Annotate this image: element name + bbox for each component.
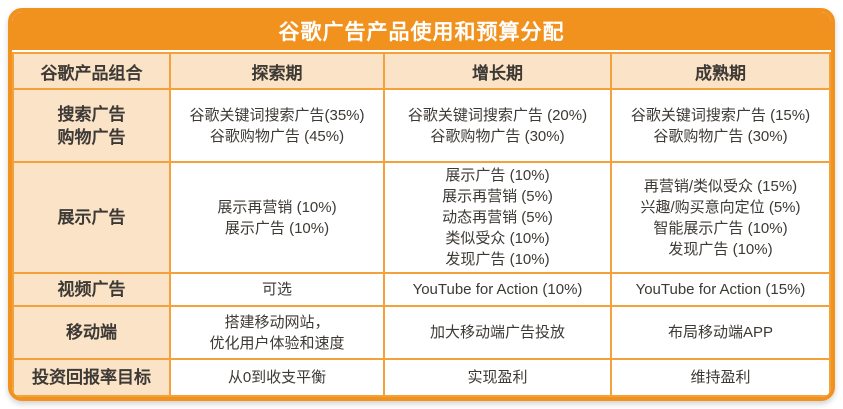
row-label-mobile: 移动端: [12, 305, 171, 360]
column-header-product-portfolio: 谷歌产品组合: [12, 52, 171, 90]
budget-allocation-table: 谷歌产品组合 探索期 增长期 成熟期 搜索广告 购物广告 谷歌关键词搜索广告(35…: [12, 52, 831, 397]
cell-display-ads-exploration: 展示再营销 (10%) 展示广告 (10%): [169, 161, 385, 274]
cell-video-ads-growth: YouTube for Action (10%): [383, 272, 612, 307]
cell-video-ads-exploration: 可选: [169, 272, 385, 307]
cell-search-ads-maturity: 谷歌关键词搜索广告 (15%) 谷歌购物广告 (30%): [610, 88, 831, 163]
cell-search-ads-growth: 谷歌关键词搜索广告 (20%) 谷歌购物广告 (30%): [383, 88, 612, 163]
table-row-video-ads: 视频广告 可选 YouTube for Action (10%) YouTube…: [12, 272, 831, 307]
cell-display-ads-growth: 展示广告 (10%) 展示再营销 (5%) 动态再营销 (5%) 类似受众 (10%)…: [383, 161, 612, 274]
row-label-display-ads: 展示广告: [12, 161, 171, 274]
column-header-growth-period: 增长期: [383, 52, 612, 90]
row-label-roi-target: 投资回报率目标: [12, 358, 171, 397]
cell-video-ads-maturity: YouTube for Action (15%): [610, 272, 831, 307]
table-title: 谷歌广告产品使用和预算分配: [12, 12, 831, 52]
cell-display-ads-maturity: 再营销/类似受众 (15%) 兴趣/购买意向定位 (5%) 智能展示广告 (10%)…: [610, 161, 831, 274]
table-row-display-ads: 展示广告 展示再营销 (10%) 展示广告 (10%) 展示广告 (10%) 展示再…: [12, 161, 831, 274]
table-row-mobile: 移动端 搭建移动网站， 优化用户体验和速度 加大移动端广告投放 布局移动端APP: [12, 305, 831, 360]
budget-allocation-card: 谷歌广告产品使用和预算分配 谷歌产品组合 探索期 增长期 成熟期 搜索广告 购物广…: [8, 8, 835, 401]
cell-roi-maturity: 维持盈利: [610, 358, 831, 397]
header-row: 谷歌产品组合 探索期 增长期 成熟期: [12, 52, 831, 90]
cell-roi-exploration: 从0到收支平衡: [169, 358, 385, 397]
table-row-roi-target: 投资回报率目标 从0到收支平衡 实现盈利 维持盈利: [12, 358, 831, 397]
row-label-search-shopping-ads: 搜索广告 购物广告: [12, 88, 171, 163]
column-header-maturity-period: 成熟期: [610, 52, 831, 90]
table-row-search-shopping-ads: 搜索广告 购物广告 谷歌关键词搜索广告(35%) 谷歌购物广告 (45%) 谷歌关键…: [12, 88, 831, 163]
cell-mobile-maturity: 布局移动端APP: [610, 305, 831, 360]
cell-mobile-exploration: 搭建移动网站， 优化用户体验和速度: [169, 305, 385, 360]
cell-mobile-growth: 加大移动端广告投放: [383, 305, 612, 360]
column-header-exploration-period: 探索期: [169, 52, 385, 90]
cell-roi-growth: 实现盈利: [383, 358, 612, 397]
row-label-video-ads: 视频广告: [12, 272, 171, 307]
cell-search-ads-exploration: 谷歌关键词搜索广告(35%) 谷歌购物广告 (45%): [169, 88, 385, 163]
